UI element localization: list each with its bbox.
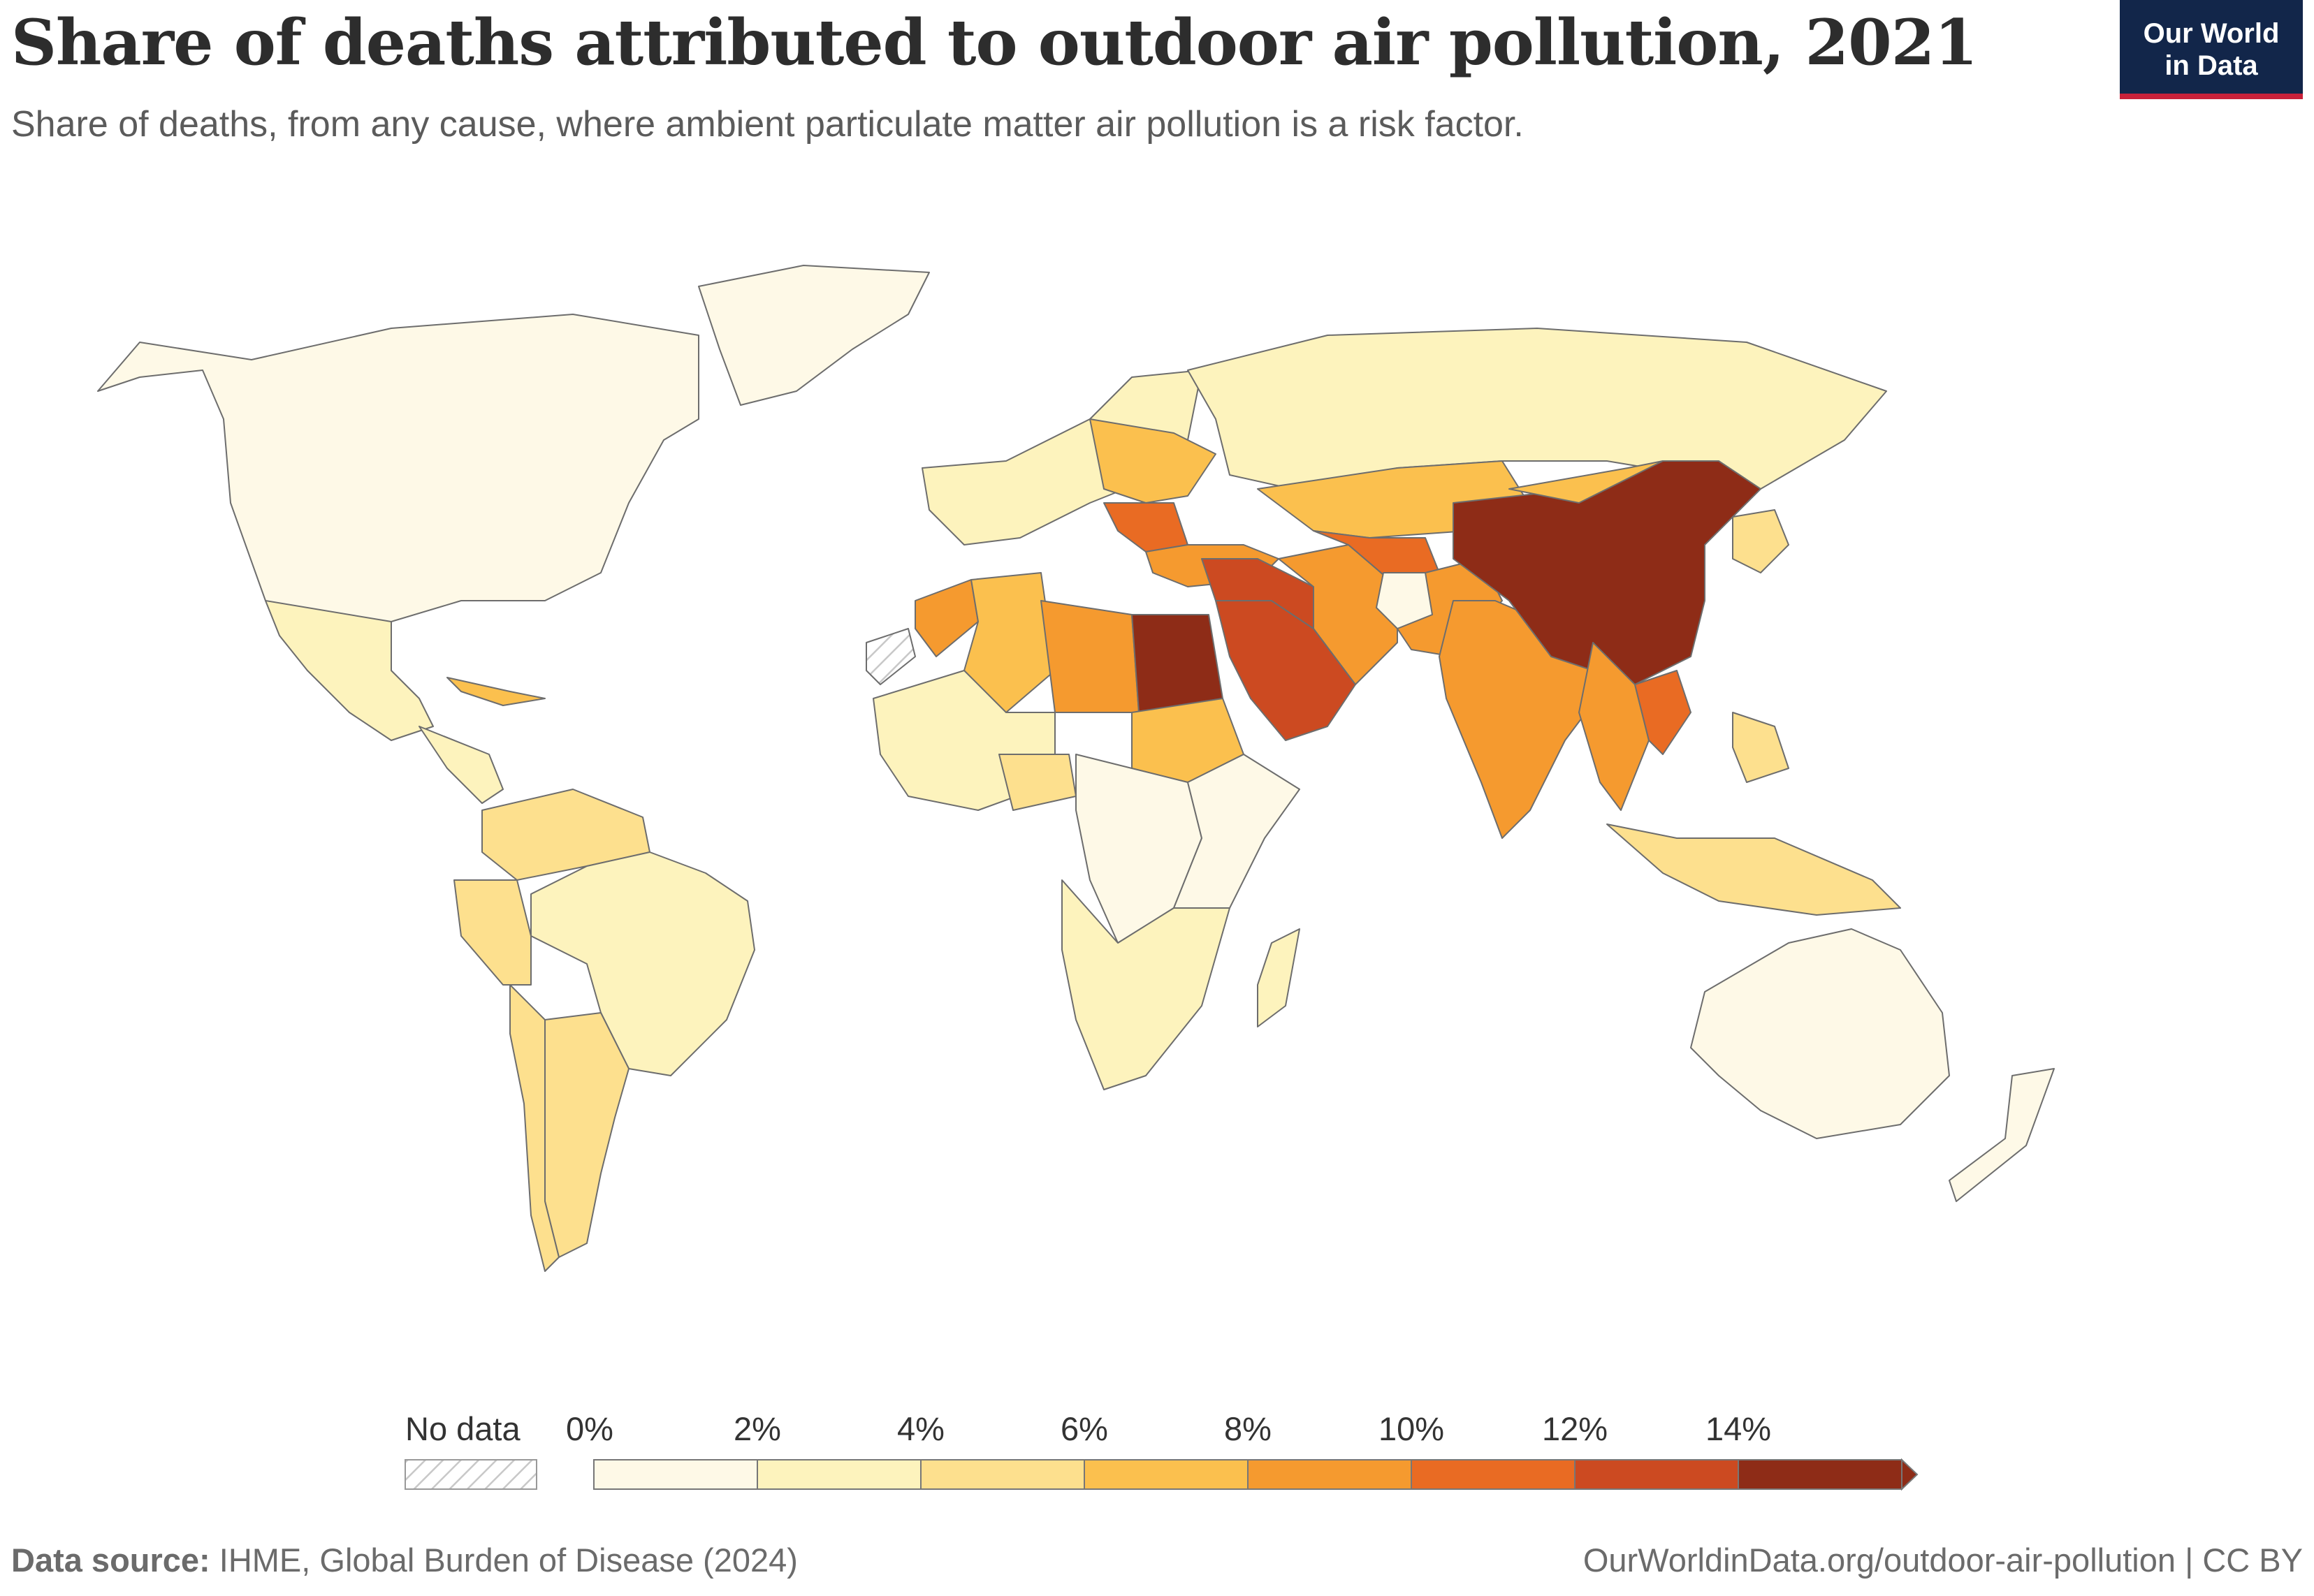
legend-tick-label: 0% (566, 1410, 613, 1447)
region-mongolia[interactable]: Mongolia (1508, 460, 1664, 504)
region-cuba[interactable]: Cuba (446, 677, 546, 706)
region-mexico[interactable]: Mexico (265, 600, 434, 741)
region-eastern-europe[interactable]: Eastern Europe (1089, 418, 1216, 504)
legend-svg: No data 0% 2% 4% 6% 8% 10% 12% 14% (405, 1410, 1919, 1491)
legend-tick-label: 2% (734, 1410, 781, 1447)
region-north-america[interactable]: North America (97, 314, 699, 643)
data-source: Data source: IHME, Global Burden of Dise… (11, 1541, 798, 1579)
footer-url[interactable]: OurWorldinData.org/outdoor-air-pollution (1582, 1542, 2176, 1579)
region-new-zealand[interactable]: New Zealand (1949, 1068, 2055, 1202)
data-source-label: Data source: (11, 1542, 210, 1579)
region-southern-africa[interactable]: Southern Africa (1061, 879, 1230, 1090)
chart-subtitle: Share of deaths, from any cause, where a… (11, 104, 1524, 145)
legend-tick-label: 8% (1224, 1410, 1272, 1447)
legend-no-data-swatch (405, 1459, 537, 1490)
region-madagascar[interactable]: Madagascar (1257, 928, 1300, 1027)
region-russia[interactable]: Russia (1187, 328, 1887, 490)
region-peru[interactable]: Peru (453, 879, 532, 986)
region-morocco[interactable]: Morocco (915, 579, 979, 657)
legend-bin-1[interactable] (757, 1459, 922, 1490)
region-chile[interactable]: Chile (509, 984, 560, 1272)
footer-license[interactable]: CC BY (2202, 1542, 2303, 1579)
legend-bin-5[interactable] (1411, 1459, 1576, 1490)
legend-tick-label: 4% (897, 1410, 945, 1447)
footer: Data source: IHME, Global Burden of Dise… (11, 1541, 2303, 1586)
region-afghanistan[interactable]: Afghanistan (1376, 572, 1433, 629)
logo-line-2: in Data (2164, 50, 2258, 81)
legend-bin-2[interactable] (920, 1459, 1085, 1490)
region-australia[interactable]: Australia (1690, 928, 1950, 1139)
region-greenland[interactable]: Greenland (698, 265, 930, 406)
region-vietnam[interactable]: Vietnam (1634, 670, 1691, 755)
chart-title: Share of deaths attributed to outdoor ai… (11, 6, 1978, 80)
legend-tick-label: 6% (1061, 1410, 1108, 1447)
map-svg[interactable]: North AmericaGreenland MexicoCentral Amer… (0, 210, 2314, 1355)
footer-separator: | (2185, 1542, 2203, 1579)
color-legend: No data 0% 2% 4% 6% 8% 10% 12% 14% (0, 1404, 2314, 1502)
owid-logo[interactable]: Our World in Data (2120, 0, 2303, 99)
legend-bin-7[interactable] (1738, 1459, 1902, 1490)
legend-bin-6[interactable] (1574, 1459, 1739, 1490)
region-central-america[interactable]: Central America (419, 726, 504, 804)
legend-tick-label: 12% (1542, 1410, 1608, 1447)
region-nigeria[interactable]: Nigeria (998, 754, 1077, 811)
region-balkans[interactable]: Balkans (1103, 502, 1188, 552)
region-argentina[interactable]: Argentina (544, 1012, 630, 1258)
region-indonesia[interactable]: Indonesia (1606, 823, 1901, 916)
footer-credits: OurWorldinData.org/outdoor-air-pollution… (1583, 1541, 2303, 1579)
region-east-africa[interactable]: East Africa (1173, 754, 1300, 909)
legend-arrow-tip (1901, 1458, 1919, 1491)
legend-bin-4[interactable] (1247, 1459, 1412, 1490)
region-libya[interactable]: Libya (1040, 600, 1140, 713)
logo-line-1: Our World (2143, 18, 2280, 49)
region-western-sahara[interactable]: Western Sahara (866, 628, 916, 685)
region-japan-korea[interactable]: Japan / Korea (1732, 509, 1789, 573)
data-source-text: IHME, Global Burden of Disease (2024) (219, 1542, 798, 1579)
region-philippines[interactable]: Philippines (1732, 712, 1789, 783)
legend-no-data-label: No data (405, 1410, 521, 1447)
legend-bin-0[interactable] (593, 1459, 758, 1490)
legend-tick-label: 14% (1705, 1410, 1771, 1447)
region-egypt[interactable]: Egypt (1131, 614, 1223, 713)
world-map[interactable]: North AmericaGreenland MexicoCentral Amer… (0, 210, 2314, 1355)
legend-bin-3[interactable] (1084, 1459, 1249, 1490)
legend-tick-label: 10% (1378, 1410, 1444, 1447)
